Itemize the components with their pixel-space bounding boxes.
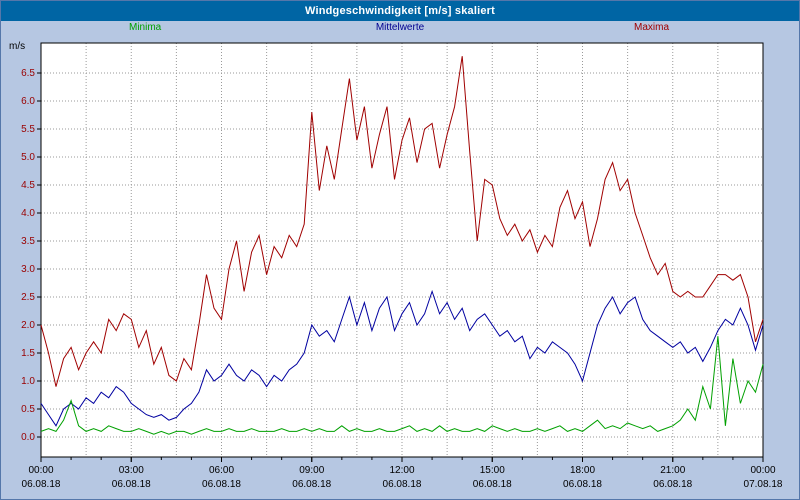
svg-text:09:00: 09:00	[299, 465, 324, 476]
svg-text:06:00: 06:00	[209, 465, 234, 476]
svg-text:18:00: 18:00	[570, 465, 595, 476]
svg-text:03:00: 03:00	[119, 465, 144, 476]
legend-item-minima: Minima	[129, 22, 162, 33]
x-labels: 00:00 06.08.18 03:00 06.08.18 06:00 06.08.18 0…	[22, 457, 783, 490]
wind-speed-chart: 0.0 0.5 1.0 1.5 2.0 2.5 3.0 3.5 4.0 4.5 5.0 5.5 6.0 6…	[9, 41, 783, 490]
svg-text:15:00: 15:00	[480, 465, 505, 476]
svg-text:0.0: 0.0	[21, 432, 35, 443]
svg-text:2.5: 2.5	[21, 292, 35, 303]
svg-text:1.5: 1.5	[21, 348, 35, 359]
series-minima	[40, 336, 764, 435]
svg-text:6.0: 6.0	[21, 96, 35, 107]
svg-text:5.0: 5.0	[21, 152, 35, 163]
window-title: Windgeschwindigkeit [m/s] skaliert	[304, 5, 496, 17]
svg-text:06.08.18: 06.08.18	[22, 479, 61, 490]
svg-text:06.08.18: 06.08.18	[473, 479, 512, 490]
svg-text:07.08.18: 07.08.18	[744, 479, 783, 490]
svg-text:00:00: 00:00	[28, 465, 53, 476]
legend-item-mittelwerte: Mittelwerte	[375, 22, 425, 33]
svg-text:06.08.18: 06.08.18	[653, 479, 692, 490]
chart-legend: Minima Mittelwerte Maxima	[1, 21, 799, 37]
svg-text:5.5: 5.5	[21, 124, 35, 135]
svg-text:4.0: 4.0	[21, 208, 35, 219]
series-mittelwerte	[40, 289, 764, 427]
svg-text:6.5: 6.5	[21, 68, 35, 79]
legend-item-maxima: Maxima	[634, 22, 670, 33]
svg-text:06.08.18: 06.08.18	[383, 479, 422, 490]
svg-text:21:00: 21:00	[660, 465, 685, 476]
svg-text:0.5: 0.5	[21, 404, 35, 415]
svg-text:4.5: 4.5	[21, 180, 35, 191]
svg-text:00:00: 00:00	[750, 465, 775, 476]
svg-text:2.0: 2.0	[21, 320, 35, 331]
x-grid	[70, 43, 734, 462]
svg-text:3.5: 3.5	[21, 236, 35, 247]
y-axis-unit-label: m/s	[9, 41, 25, 52]
svg-text:12:00: 12:00	[389, 465, 414, 476]
svg-text:06.08.18: 06.08.18	[292, 479, 331, 490]
window-titlebar: Windgeschwindigkeit [m/s] skaliert	[1, 1, 799, 21]
svg-text:06.08.18: 06.08.18	[202, 479, 241, 490]
svg-text:1.0: 1.0	[21, 376, 35, 387]
svg-text:3.0: 3.0	[21, 264, 35, 275]
svg-text:06.08.18: 06.08.18	[112, 479, 151, 490]
svg-text:06.08.18: 06.08.18	[563, 479, 602, 490]
series-maxima	[40, 56, 764, 387]
